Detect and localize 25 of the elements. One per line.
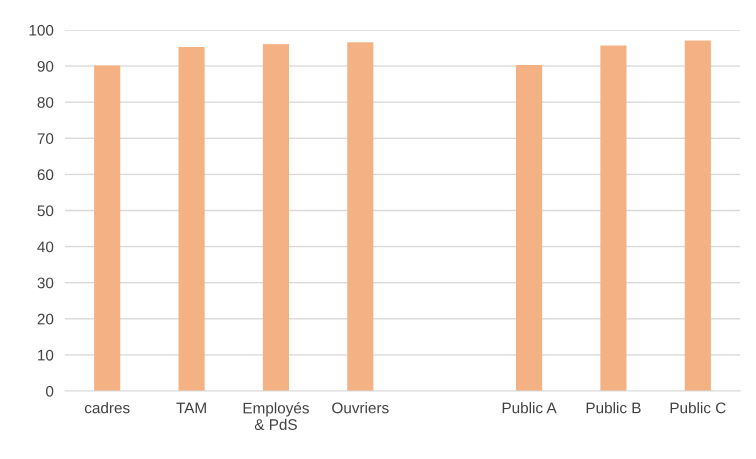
bar [94,65,120,391]
x-tick-label: Employés & PdS [244,402,309,430]
y-tick-label: 100 [30,24,54,36]
x-tick-label: TAM [176,402,206,414]
y-tick-label: 90 [38,60,54,72]
y-tick-label: 50 [38,205,54,216]
y-tick-label: 30 [37,278,54,288]
x-tick-label: Ouvriers [332,402,389,414]
bar [347,42,374,391]
x-tick-label: Public A [502,402,557,414]
y-tick-label: 40 [37,241,54,252]
y-tick-label: 80 [38,97,54,108]
y-tick-label: 20 [38,314,54,324]
x-tick-label: cadres [84,402,130,414]
y-tick-label: 70 [38,133,54,144]
bar [684,40,711,391]
bar [516,65,542,391]
x-tick-label: Public C [670,402,726,414]
y-tick-label: 10 [38,350,54,361]
y-tick-label: 60 [38,169,54,180]
bar [178,46,205,391]
x-tick-label: Public B [586,402,641,414]
bar [600,46,627,391]
y-tick-label: 0 [46,386,54,397]
bar [262,44,290,391]
